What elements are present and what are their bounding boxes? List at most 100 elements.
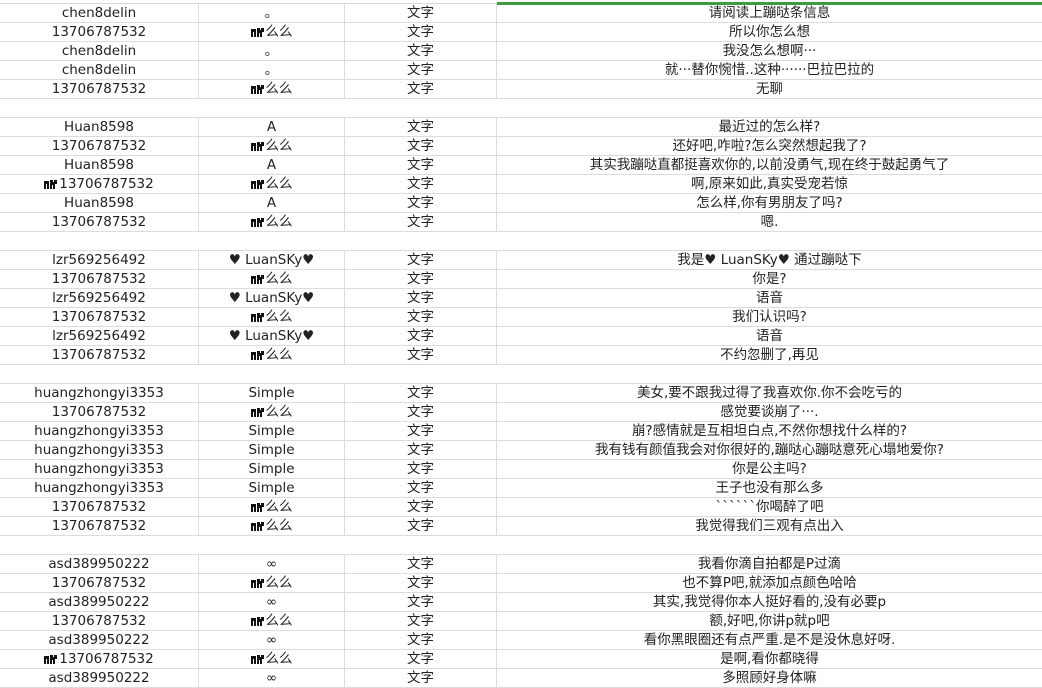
nickname-cell[interactable]: Simple <box>199 479 345 497</box>
user-cell[interactable]: asd389950222 <box>0 669 199 687</box>
spreadsheet-grid[interactable]: chen8delin。文字 请阅读上蹦哒条信息 13706787532 么么 文字 所以你… <box>0 4 1042 688</box>
nickname-cell[interactable]: ♥ LuanSKy♥ <box>199 327 345 345</box>
table-row[interactable]: huangzhongyi3353 Simple 文字 美女,要不跟我过得了我喜欢你.你… <box>0 384 1042 403</box>
type-cell[interactable]: 文字 <box>345 194 497 212</box>
table-row[interactable]: huangzhongyi3353 Simple 文字 你是公主吗? <box>0 460 1042 479</box>
table-row[interactable]: 13706787532 么么 文字 还好吧,咋啦?怎么突然想起我了? <box>0 137 1042 156</box>
table-row[interactable]: huangzhongyi3353 Simple 文字 王子也没有那么多 <box>0 479 1042 498</box>
message-cell[interactable] <box>497 536 1042 554</box>
nickname-cell[interactable]: ∞ <box>199 555 345 573</box>
message-cell[interactable]: 我有钱有颜值我会对你很好的,蹦哒心蹦哒意死心塌地爱你? <box>497 441 1042 459</box>
user-cell[interactable]: 13706787532 <box>0 213 199 231</box>
user-cell[interactable] <box>0 536 199 554</box>
user-cell[interactable]: huangzhongyi3353 <box>0 422 199 440</box>
user-cell[interactable]: huangzhongyi3353 <box>0 460 199 478</box>
type-cell[interactable]: 文字 <box>345 80 497 98</box>
user-cell[interactable]: Huan8598 <box>0 156 199 174</box>
type-cell[interactable] <box>345 232 497 250</box>
nickname-cell[interactable]: 。 <box>199 4 345 22</box>
user-cell[interactable]: Huan8598 <box>0 194 199 212</box>
user-cell[interactable]: chen8delin <box>0 61 199 79</box>
user-cell[interactable]: 13706787532 <box>0 308 199 326</box>
nickname-cell[interactable]: 么么 <box>199 403 345 421</box>
user-cell[interactable]: chen8delin <box>0 42 199 60</box>
message-cell[interactable]: 你是公主吗? <box>497 460 1042 478</box>
table-row[interactable]: chen8delin 。 文字 请阅读上蹦哒条信息 <box>0 4 1042 23</box>
user-cell[interactable]: 13706787532 <box>0 517 199 535</box>
type-cell[interactable]: 文字 <box>345 403 497 421</box>
table-row[interactable]: 13706787532 么么 文字 你是? <box>0 270 1042 289</box>
user-cell[interactable]: 13706787532 <box>0 574 199 592</box>
table-row[interactable]: asd389950222 ∞ 文字 多照顾好身体嘛 <box>0 669 1042 688</box>
type-cell[interactable]: 文字 <box>345 175 497 193</box>
user-cell[interactable]: 13706787532 <box>0 403 199 421</box>
message-cell[interactable]: ``````你喝醉了吧 <box>497 498 1042 516</box>
user-cell[interactable]: 13706787532 <box>0 346 199 364</box>
type-cell[interactable]: 文字 <box>345 61 497 79</box>
table-row[interactable]: 13706787532 么么 文字 无聊 <box>0 80 1042 99</box>
user-cell[interactable]: 13706787532 <box>0 137 199 155</box>
type-cell[interactable]: 文字 <box>345 555 497 573</box>
user-cell[interactable]: huangzhongyi3353 <box>0 441 199 459</box>
message-cell[interactable]: 还好吧,咋啦?怎么突然想起我了? <box>497 137 1042 155</box>
nickname-cell[interactable]: 么么 <box>199 612 345 630</box>
message-cell[interactable]: 额,好吧,你讲p就p吧 <box>497 612 1042 630</box>
user-cell[interactable] <box>0 365 199 383</box>
user-cell[interactable]: lzr569256492 <box>0 251 199 269</box>
nickname-cell[interactable] <box>199 99 345 117</box>
type-cell[interactable]: 文字 <box>345 4 497 22</box>
table-row[interactable]: asd389950222 ∞ 文字 我看你滴自拍都是P过滴 <box>0 555 1042 574</box>
type-cell[interactable]: 文字 <box>345 460 497 478</box>
type-cell[interactable]: 文字 <box>345 650 497 668</box>
nickname-cell[interactable]: 。 <box>199 42 345 60</box>
nickname-cell[interactable]: 么么 <box>199 23 345 41</box>
table-row[interactable]: 13706787532 么么 文字 是啊,看你都晓得 <box>0 650 1042 669</box>
type-cell[interactable] <box>345 99 497 117</box>
type-cell[interactable]: 文字 <box>345 574 497 592</box>
message-cell[interactable]: 你是? <box>497 270 1042 288</box>
user-cell[interactable]: 13706787532 <box>0 23 199 41</box>
message-cell[interactable]: 嗯. <box>497 213 1042 231</box>
nickname-cell[interactable]: 么么 <box>199 270 345 288</box>
user-cell[interactable]: huangzhongyi3353 <box>0 384 199 402</box>
message-cell[interactable]: 我是♥ LuanSKy♥ 通过蹦哒下 <box>497 251 1042 269</box>
table-row[interactable]: asd389950222 ∞ 文字 看你黑眼圈还有点严重.是不是没休息好呀. <box>0 631 1042 650</box>
user-cell[interactable]: 13706787532 <box>0 498 199 516</box>
table-row[interactable]: 13706787532 么么 文字 啊,原来如此,真实受宠若惊 <box>0 175 1042 194</box>
table-row[interactable]: 13706787532 么么 文字 不约忽删了,再见 <box>0 346 1042 365</box>
user-cell[interactable]: 13706787532 <box>0 80 199 98</box>
table-row[interactable]: 13706787532 么么 文字 我觉得我们三观有点出入 <box>0 517 1042 536</box>
message-cell[interactable]: 无聊 <box>497 80 1042 98</box>
nickname-cell[interactable]: 么么 <box>199 213 345 231</box>
nickname-cell[interactable]: ♥ LuanSKy♥ <box>199 289 345 307</box>
table-row[interactable]: 13706787532 么么 文字 所以你怎么想 <box>0 23 1042 42</box>
nickname-cell[interactable]: 。 <box>199 61 345 79</box>
table-row[interactable]: 13706787532 么么 文字 我们认识吗? <box>0 308 1042 327</box>
message-cell[interactable]: 不约忽删了,再见 <box>497 346 1042 364</box>
table-row[interactable]: chen8delin 。 文字 就···替你惋惜..这种······巴拉巴拉的 <box>0 61 1042 80</box>
table-row[interactable]: asd389950222 ∞ 文字 其实,我觉得你本人挺好看的,没有必要p <box>0 593 1042 612</box>
nickname-cell[interactable]: 么么 <box>199 498 345 516</box>
type-cell[interactable]: 文字 <box>345 251 497 269</box>
message-cell[interactable]: 就···替你惋惜..这种······巴拉巴拉的 <box>497 61 1042 79</box>
user-cell[interactable]: 13706787532 <box>0 650 199 668</box>
table-row[interactable]: 13706787532 么么 文字 也不算P吧,就添加点颜色哈哈 <box>0 574 1042 593</box>
table-row[interactable]: lzr569256492 ♥ LuanSKy♥ 文字 语音 <box>0 327 1042 346</box>
message-cell[interactable]: 我觉得我们三观有点出入 <box>497 517 1042 535</box>
empty-row[interactable] <box>0 536 1042 555</box>
user-cell[interactable] <box>0 232 199 250</box>
user-cell[interactable]: asd389950222 <box>0 631 199 649</box>
user-cell[interactable]: 13706787532 <box>0 270 199 288</box>
nickname-cell[interactable] <box>199 232 345 250</box>
user-cell[interactable]: lzr569256492 <box>0 327 199 345</box>
message-cell[interactable] <box>497 99 1042 117</box>
type-cell[interactable]: 文字 <box>345 422 497 440</box>
type-cell[interactable]: 文字 <box>345 327 497 345</box>
message-cell[interactable]: 最近过的怎么样? <box>497 118 1042 136</box>
type-cell[interactable]: 文字 <box>345 137 497 155</box>
type-cell[interactable]: 文字 <box>345 270 497 288</box>
nickname-cell[interactable]: Simple <box>199 460 345 478</box>
user-cell[interactable]: Huan8598 <box>0 118 199 136</box>
table-row[interactable]: lzr569256492 ♥ LuanSKy♥ 文字 我是♥ LuanSKy♥ 通过蹦… <box>0 251 1042 270</box>
table-row[interactable]: huangzhongyi3353 Simple 文字 我有钱有颜值我会对你很好的,蹦哒… <box>0 441 1042 460</box>
